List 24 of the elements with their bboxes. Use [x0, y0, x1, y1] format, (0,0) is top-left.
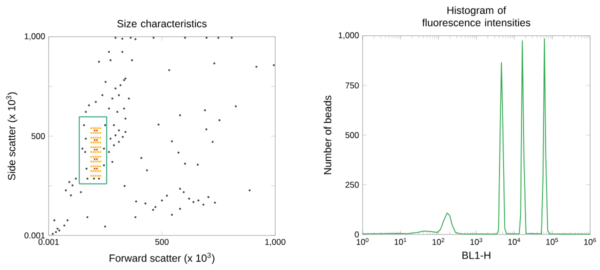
x-tick-label: 10$^{0}$: [356, 238, 368, 245]
chart-title: Histogram of fluorescence intensities: [422, 6, 530, 26]
x-axis-title: BL1-H: [462, 252, 490, 259]
y-tick-label: 0: [354, 231, 359, 238]
x-tick-label: 10$^{6}$: [584, 238, 596, 245]
x-tick-label: 10$^{5}$: [546, 238, 558, 245]
y-tick-label: 0.001: [24, 232, 45, 238]
x-tick-label: 10$^{4}$: [508, 238, 520, 245]
x-tick-label: 1,000: [265, 238, 286, 246]
x-tick-label: 10$^{1}$: [394, 238, 406, 245]
y-axis-title: Number of beads: [324, 96, 332, 174]
x-tick-label: 500: [155, 238, 169, 245]
y-tick-label: 500: [32, 133, 45, 139]
chart-title: Size characteristics: [117, 20, 207, 28]
y-tick-label: 1,000: [24, 33, 45, 40]
y-axis-title: Side scatter (x 10$^{3}$): [6, 92, 18, 180]
x-tick-label: 0.001: [38, 238, 59, 245]
y-tick-label: 1,000: [338, 32, 359, 40]
x-tick-label: 10$^{3}$: [470, 238, 482, 245]
y-tick-label: 250: [346, 182, 359, 188]
y-tick-label: 750: [346, 82, 359, 88]
y-tick-label: 500: [345, 132, 359, 138]
x-tick-label: 10$^{2}$: [432, 238, 444, 245]
x-axis-title: Forward scatter (x 10$^{3}$): [110, 252, 214, 264]
